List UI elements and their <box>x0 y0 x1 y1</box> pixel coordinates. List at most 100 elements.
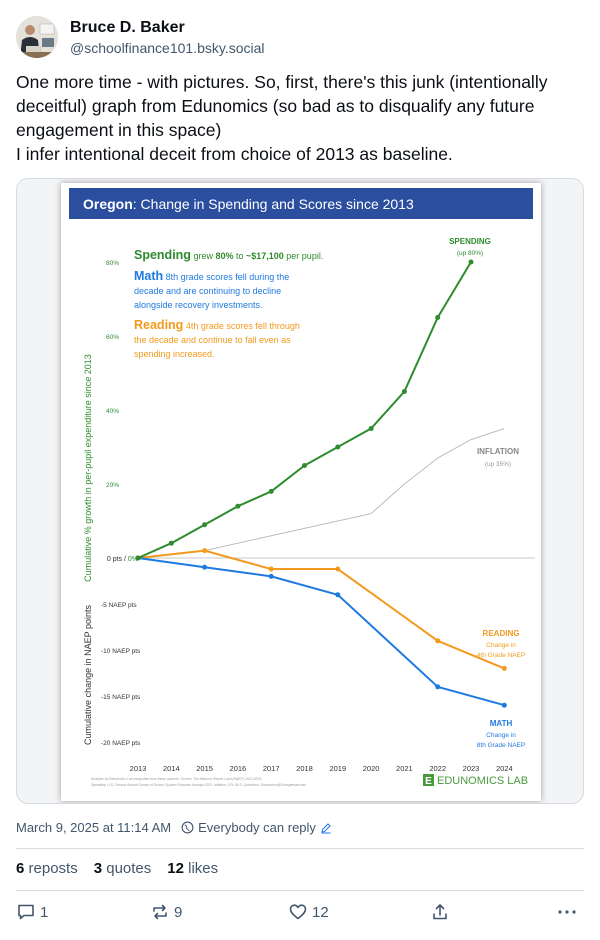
x-tick-label: 2024 <box>496 764 513 773</box>
likes-stat[interactable]: 12 likes <box>167 860 218 877</box>
annotation-spending-text2: to <box>233 251 246 261</box>
y-axis-title-naep: Cumulative change in NAEP points <box>83 605 93 745</box>
label-reading-sub2: 4th Grade NAEP <box>477 652 525 659</box>
annotation-math-line1: Math 8th grade scores fell during the <box>134 269 289 283</box>
annotation-math-line3: alongside recovery investments. <box>134 300 263 310</box>
chart-svg: Oregon: Change in Spending and Scores si… <box>69 188 535 787</box>
chart-image: Oregon: Change in Spending and Scores si… <box>61 183 541 801</box>
y-tick-label-top: 40% <box>106 408 119 415</box>
data-point-spending <box>302 463 307 468</box>
data-point-math <box>335 592 341 598</box>
post-header: Bruce D. Baker @schoolfinance101.bsky.so… <box>16 16 265 58</box>
zero-tick-label: 0 pts / 0% <box>107 556 138 563</box>
x-tick-label: 2022 <box>429 764 446 773</box>
reply-button[interactable]: 1 <box>16 902 48 922</box>
chart-title-bar <box>69 188 533 219</box>
annotation-spending-text3: per pupil. <box>284 251 324 261</box>
author-display-name[interactable]: Bruce D. Baker <box>70 18 185 36</box>
annotation-reading-head: Reading <box>134 318 183 332</box>
edit-reply-setting-icon[interactable] <box>320 822 332 834</box>
label-reading-title: READING <box>483 629 520 638</box>
x-tick-label: 2015 <box>196 764 213 773</box>
zero-label-pts: 0 pts / <box>107 556 128 563</box>
annotation-spending: Spending grew 80% to ~$17,100 per pupil. <box>134 248 323 262</box>
data-point-spending <box>135 555 141 561</box>
action-bar: 1 9 12 <box>16 902 584 926</box>
reply-setting[interactable]: Everybody can reply <box>198 820 316 835</box>
series-labels: SPENDING (up 80%) INFLATION (up 35%) REA… <box>449 237 525 749</box>
reply-icon <box>18 904 34 920</box>
x-tick-label: 2014 <box>163 764 180 773</box>
data-point-math <box>268 573 274 579</box>
data-point-reading <box>335 566 341 572</box>
y-tick-label-top: 20% <box>106 482 119 489</box>
logo-letter: E <box>425 776 432 787</box>
y-tick-label-bottom: -15 NAEP pts <box>101 694 141 701</box>
data-point-spending <box>202 522 208 528</box>
post-image[interactable]: Oregon: Change in Spending and Scores si… <box>16 178 584 804</box>
annotation-spending-pct: 80% <box>215 251 233 261</box>
data-point-reading <box>501 665 507 671</box>
share-button[interactable] <box>430 902 454 922</box>
avatar[interactable] <box>16 16 58 58</box>
annotation-reading-text1: 4th grade scores fell through <box>183 321 300 331</box>
x-tick-label: 2023 <box>463 764 480 773</box>
label-inflation-title: INFLATION <box>477 447 519 456</box>
data-point-spending <box>335 444 341 450</box>
label-math-sub1: Change in <box>486 732 516 739</box>
chart-title: Oregon: Change in Spending and Scores si… <box>83 196 414 212</box>
y-tick-label-bottom: -10 NAEP pts <box>101 648 141 655</box>
repost-icon <box>153 904 167 920</box>
author-handle[interactable]: @schoolfinance101.bsky.social <box>70 39 265 56</box>
annotation-spending-text: grew <box>191 251 216 261</box>
likes-count: 12 <box>167 860 184 877</box>
post-timestamp[interactable]: March 9, 2025 at 11:14 AM <box>16 820 172 835</box>
x-tick-label: 2019 <box>329 764 346 773</box>
data-point-spending <box>435 315 441 320</box>
reposts-label: reposts <box>28 860 78 877</box>
x-tick-label: 2017 <box>263 764 280 773</box>
annotation-reading-line2: the decade and continue to fall even as <box>134 335 291 345</box>
series-line-math <box>137 557 505 707</box>
series-line-reading <box>137 549 505 670</box>
globe-icon <box>181 821 194 834</box>
repost-button[interactable]: 9 <box>150 902 182 922</box>
like-count: 12 <box>312 903 329 921</box>
chart-title-bold: Oregon <box>83 196 133 212</box>
y-tick-label-top: 80% <box>106 260 119 267</box>
post-text: One more time - with pictures. So, first… <box>16 72 548 164</box>
data-point-math <box>202 564 208 570</box>
label-inflation-sub: (up 35%) <box>485 461 511 468</box>
x-tick-label: 2016 <box>230 764 247 773</box>
repost-count: 9 <box>174 903 183 921</box>
annotation-math-line2: decade and are continuing to decline <box>134 286 281 296</box>
annotation-spending-amount: ~$17,100 <box>246 251 284 261</box>
logo-text: EDUNOMICS LAB <box>437 775 528 787</box>
quotes-stat[interactable]: 3 quotes <box>94 860 152 877</box>
engagement-stats: 6 reposts 3 quotes 12 likes <box>16 860 234 877</box>
reposts-count: 6 <box>16 860 25 877</box>
divider <box>16 848 584 849</box>
source-line2: Spending: U.S. Census Annual Survey of S… <box>91 783 306 787</box>
source-line1: Analysis by Edunomics Lab using data fro… <box>90 777 262 781</box>
annotation-spending-head: Spending <box>134 248 191 262</box>
data-point-reading <box>202 548 208 554</box>
data-point-spending <box>268 488 274 494</box>
divider <box>16 890 584 891</box>
reposts-stat[interactable]: 6 reposts <box>16 860 78 877</box>
more-icon <box>558 910 576 914</box>
data-point-spending <box>468 259 474 265</box>
data-point-math <box>435 684 441 690</box>
more-options-button[interactable] <box>556 902 582 922</box>
data-point-reading <box>268 566 274 572</box>
label-reading-sub1: Change in <box>486 642 516 649</box>
series-line-inflation <box>137 428 505 559</box>
like-button[interactable]: 12 <box>288 902 329 922</box>
likes-label: likes <box>188 860 219 877</box>
y-tick-label-bottom: -5 NAEP pts <box>101 602 137 609</box>
data-point-spending <box>168 540 174 546</box>
y-tick-label-bottom: -20 NAEP pts <box>101 740 141 747</box>
data-point-spending <box>401 389 407 394</box>
y-tick-label-top: 60% <box>106 334 119 341</box>
annotation-math-head: Math <box>134 269 163 283</box>
